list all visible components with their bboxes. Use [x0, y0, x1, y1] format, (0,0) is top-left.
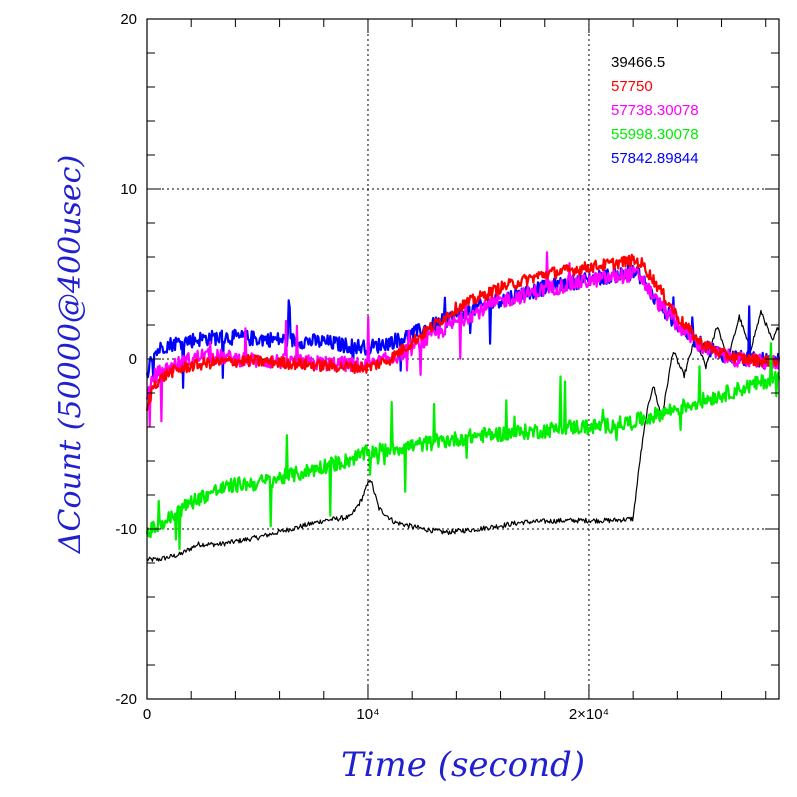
- series-line-39466.5: [146, 309, 780, 562]
- series-lines: [145, 251, 781, 562]
- legend-entry: 57842.89844: [611, 150, 699, 167]
- series-line-57750: [145, 253, 780, 411]
- y-tick-label: 10: [120, 181, 137, 198]
- axis-ticks: 0 10⁴ 2×10⁴ -20 -10 0 10 20: [115, 11, 779, 723]
- y-tick-label: 0: [129, 351, 137, 368]
- y-tick-label: -20: [115, 691, 137, 708]
- legend-entry: 39466.5: [611, 54, 665, 71]
- x-tick-label: 2×10⁴: [569, 706, 609, 723]
- legend-entry: 55998.30078: [611, 126, 699, 143]
- y-tick-label: 20: [120, 11, 137, 28]
- y-axis-label: ΔCount (50000@400usec): [53, 155, 88, 554]
- series-line-55998.30078: [145, 342, 781, 551]
- y-tick-label: -10: [115, 521, 137, 538]
- x-axis-label: Time (second): [341, 745, 585, 785]
- legend-entry: 57738.30078: [611, 102, 699, 119]
- series-line-57738.30078: [145, 251, 781, 428]
- legend-entry: 57750: [611, 78, 653, 95]
- legend: 39466.5 57750 57738.30078 55998.30078 57842.…: [611, 54, 699, 167]
- x-tick-label: 0: [143, 706, 151, 723]
- x-tick-label: 10⁴: [356, 706, 379, 723]
